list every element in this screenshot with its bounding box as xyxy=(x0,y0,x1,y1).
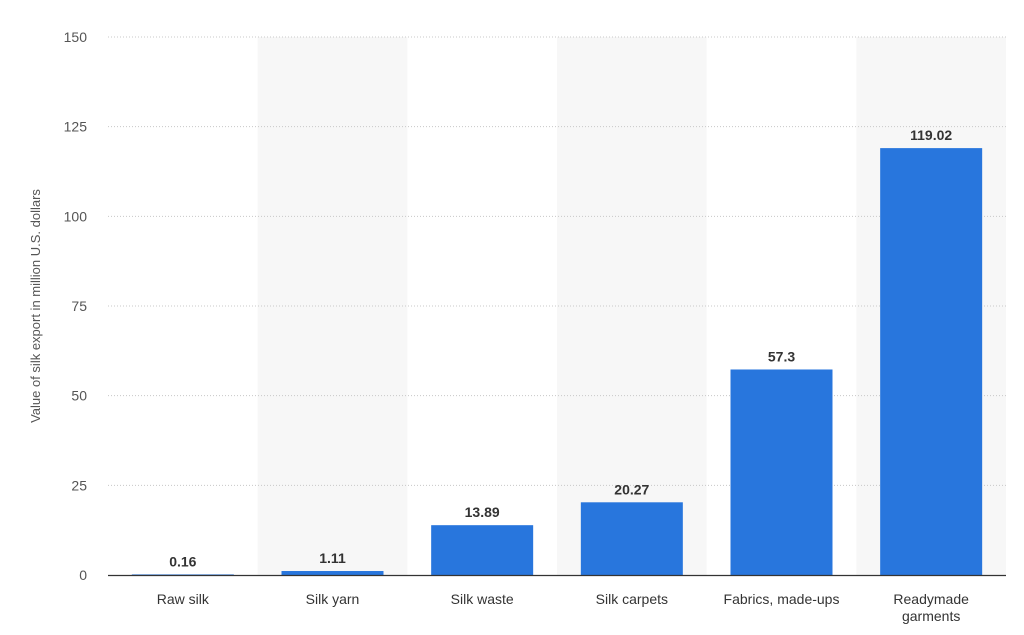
x-tick-label: Silk carpets xyxy=(596,591,668,607)
y-tick-label: 0 xyxy=(79,567,87,583)
data-label: 0.16 xyxy=(169,553,196,569)
bar[interactable] xyxy=(580,502,683,575)
data-label: 119.02 xyxy=(910,127,952,143)
y-tick-label: 150 xyxy=(64,29,88,45)
x-tick-label: Readymade garments xyxy=(893,591,969,624)
x-tick-label: Fabrics, made-ups xyxy=(724,591,840,607)
bar[interactable] xyxy=(431,525,534,575)
category-labels: Raw silk Silk yarn Silk waste Silk carpets F… xyxy=(157,591,969,624)
y-tick-label: 125 xyxy=(64,119,88,135)
data-label: 13.89 xyxy=(465,504,500,520)
y-tick-label: 25 xyxy=(71,477,87,493)
bar[interactable] xyxy=(281,571,384,575)
y-tick-label: 50 xyxy=(71,388,87,404)
y-tick-label: 100 xyxy=(64,208,88,224)
data-label: 20.27 xyxy=(614,481,649,497)
bar[interactable] xyxy=(880,148,983,575)
data-labels: 0.16 1.11 13.89 20.27 57.3 119.02 xyxy=(169,127,952,569)
bars xyxy=(131,148,983,575)
y-axis-ticks: 0 25 50 75 100 125 150 xyxy=(64,29,88,583)
bar[interactable] xyxy=(131,574,234,575)
x-tick-label: Raw silk xyxy=(157,591,210,607)
data-label: 1.11 xyxy=(319,550,346,566)
x-tick-label: Silk yarn xyxy=(306,591,360,607)
bar[interactable] xyxy=(730,369,833,575)
data-label: 57.3 xyxy=(768,348,795,364)
x-tick-label: Silk waste xyxy=(451,591,514,607)
y-tick-label: 75 xyxy=(71,298,87,314)
y-axis-title: Value of silk export in million U.S. dol… xyxy=(28,189,43,423)
